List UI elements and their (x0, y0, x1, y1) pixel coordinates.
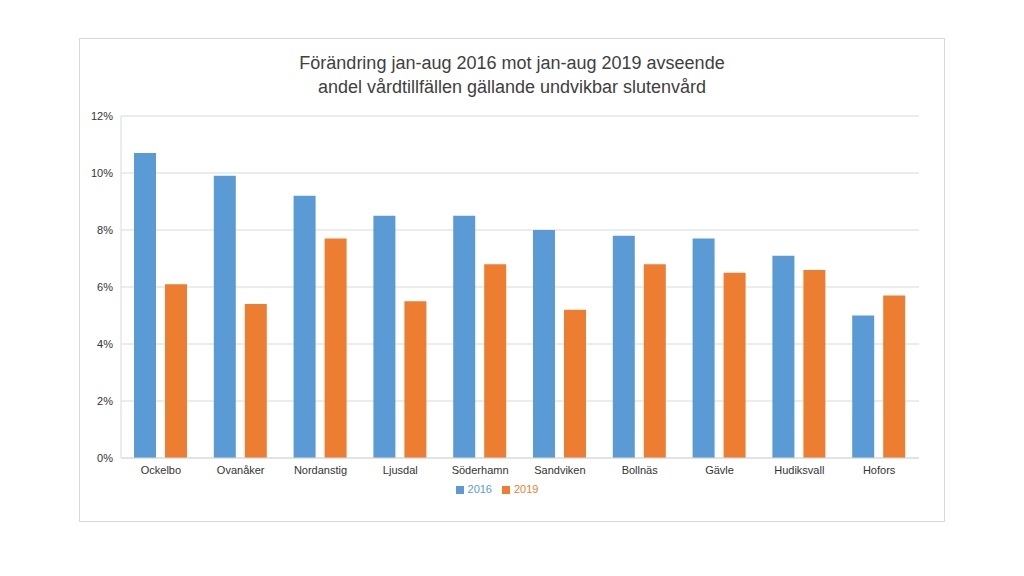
svg-text:6%: 6% (97, 281, 113, 293)
svg-text:Ljusdal: Ljusdal (383, 464, 418, 476)
svg-text:2%: 2% (97, 395, 113, 407)
svg-text:4%: 4% (97, 338, 113, 350)
svg-text:Söderhamn: Söderhamn (452, 464, 509, 476)
svg-text:Ovanåker: Ovanåker (217, 464, 265, 476)
svg-text:Hofors: Hofors (863, 464, 896, 476)
svg-text:Hudiksvall: Hudiksvall (774, 464, 824, 476)
svg-text:Gävle: Gävle (705, 464, 734, 476)
svg-text:10%: 10% (91, 167, 113, 179)
svg-text:12%: 12% (91, 110, 113, 122)
html-text:2016: 2016 (467, 483, 492, 495)
html-text:2019: 2019 (514, 483, 539, 495)
svg-text:Sandviken: Sandviken (534, 464, 585, 476)
svg-text:0%: 0% (97, 452, 113, 464)
html-text:Förändring jan-aug 2016 mot ja: Förändring jan-aug 2016 mot jan-aug 2019… (299, 53, 725, 97)
svg-text:Bollnäs: Bollnäs (622, 464, 659, 476)
svg-text:Ockelbo: Ockelbo (141, 464, 181, 476)
svg-text:8%: 8% (97, 224, 113, 236)
svg-text:Nordanstig: Nordanstig (294, 464, 347, 476)
